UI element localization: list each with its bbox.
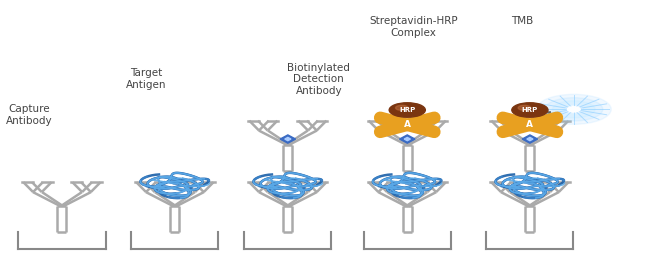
Circle shape <box>389 103 425 117</box>
Circle shape <box>517 120 543 130</box>
Circle shape <box>536 94 611 124</box>
Circle shape <box>545 98 603 121</box>
Polygon shape <box>404 137 410 141</box>
Text: HRP: HRP <box>522 107 538 113</box>
Circle shape <box>560 104 588 115</box>
Circle shape <box>518 105 531 110</box>
Polygon shape <box>285 137 291 141</box>
Text: A: A <box>526 120 534 129</box>
Text: TMB: TMB <box>511 16 533 26</box>
Circle shape <box>552 101 595 118</box>
Polygon shape <box>522 135 538 143</box>
Circle shape <box>566 106 582 113</box>
Circle shape <box>395 120 420 130</box>
Circle shape <box>512 103 548 117</box>
Text: A: A <box>404 120 411 129</box>
Circle shape <box>395 105 408 110</box>
Text: HRP: HRP <box>399 107 415 113</box>
Text: Biotinylated
Detection
Antibody: Biotinylated Detection Antibody <box>287 63 350 96</box>
Text: Capture
Antibody: Capture Antibody <box>6 104 53 126</box>
Polygon shape <box>400 135 415 143</box>
Polygon shape <box>526 137 533 141</box>
Text: Target
Antigen: Target Antigen <box>125 68 166 89</box>
Circle shape <box>567 107 580 112</box>
Text: Streptavidin-HRP
Complex: Streptavidin-HRP Complex <box>369 16 458 38</box>
Polygon shape <box>280 135 296 143</box>
